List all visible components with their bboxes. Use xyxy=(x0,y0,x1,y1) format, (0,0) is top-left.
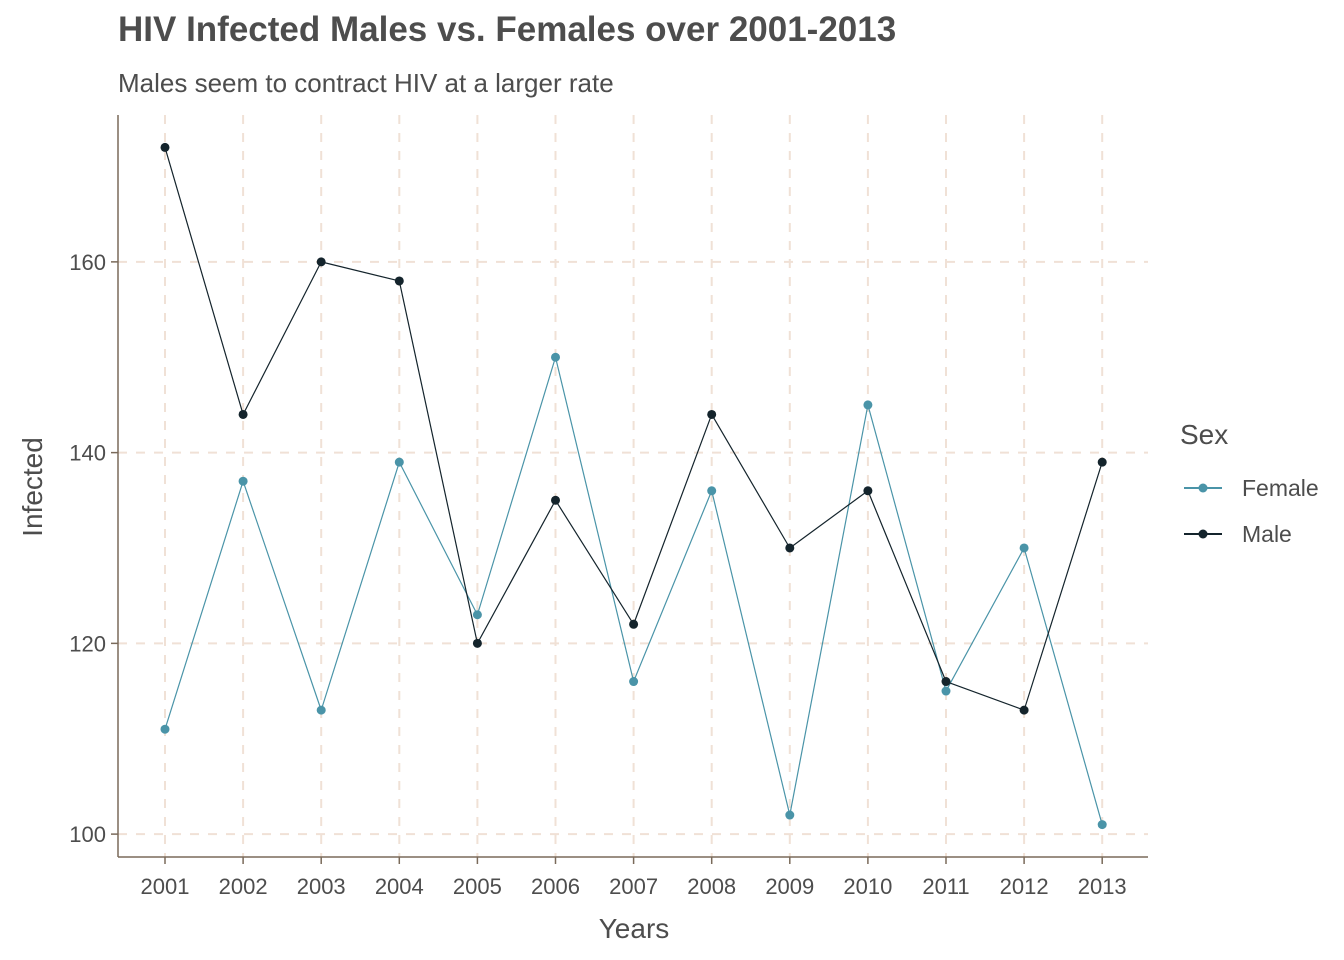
y-tick-label: 120 xyxy=(69,631,106,656)
female-point xyxy=(238,476,248,486)
female-point xyxy=(785,810,795,820)
female-point xyxy=(629,677,639,687)
x-tick-label: 2012 xyxy=(1000,874,1049,899)
x-axis-title: Years xyxy=(599,913,670,944)
legend-label-male: Male xyxy=(1242,521,1292,547)
male-point xyxy=(160,142,170,152)
male-point xyxy=(1097,457,1107,467)
male-point xyxy=(1019,705,1029,715)
male-point xyxy=(551,495,560,505)
chart-title: HIV Infected Males vs. Females over 2001… xyxy=(118,10,897,49)
x-tick-label: 2003 xyxy=(297,874,346,899)
male-point xyxy=(941,677,951,687)
female-point xyxy=(1097,820,1107,830)
legend-title: Sex xyxy=(1180,419,1228,450)
x-tick-label: 2009 xyxy=(765,874,814,899)
legend: Sex Female Male xyxy=(1180,419,1319,547)
grid-layer xyxy=(118,115,1148,857)
female-point xyxy=(707,486,717,496)
female-point xyxy=(394,457,404,467)
axis-layer: 2001 2002 2003 2004 2005 2006 2007 2008 2009 2010… xyxy=(69,115,1148,899)
legend-label-female: Female xyxy=(1242,475,1319,501)
female-point xyxy=(941,686,951,696)
x-tick-label: 2013 xyxy=(1078,874,1127,899)
y-tick-label: 160 xyxy=(69,250,106,275)
male-point xyxy=(472,638,482,648)
x-tick-label: 2011 xyxy=(922,874,969,899)
chart-subtitle: Males seem to contract HIV at a larger r… xyxy=(118,68,614,98)
male-point xyxy=(785,543,795,553)
male-point xyxy=(316,257,326,267)
male-point xyxy=(629,619,639,629)
x-tick-label: 2010 xyxy=(843,874,892,899)
series-layer xyxy=(160,142,1107,830)
female-point xyxy=(472,610,482,620)
x-tick-label: 2004 xyxy=(375,874,424,899)
female-point xyxy=(863,400,873,410)
male-point xyxy=(863,486,873,496)
male-point xyxy=(394,276,404,286)
x-tick-label: 2006 xyxy=(531,874,580,899)
female-point xyxy=(551,352,560,362)
male-point xyxy=(707,409,717,419)
x-tick-label: 2007 xyxy=(609,874,658,899)
x-tick-label: 2001 xyxy=(141,874,190,899)
y-axis-title: Infected xyxy=(17,437,48,537)
y-tick-label: 140 xyxy=(69,441,106,466)
legend-key-point-male xyxy=(1198,529,1208,539)
female-point xyxy=(1019,543,1029,553)
legend-key-point-female xyxy=(1198,483,1208,493)
female-point xyxy=(160,724,170,734)
x-tick-label: 2008 xyxy=(687,874,736,899)
x-tick-label: 2005 xyxy=(453,874,502,899)
female-point xyxy=(316,705,326,715)
y-tick-label: 100 xyxy=(69,822,106,847)
male-point xyxy=(238,409,248,419)
x-tick-label: 2002 xyxy=(219,874,268,899)
